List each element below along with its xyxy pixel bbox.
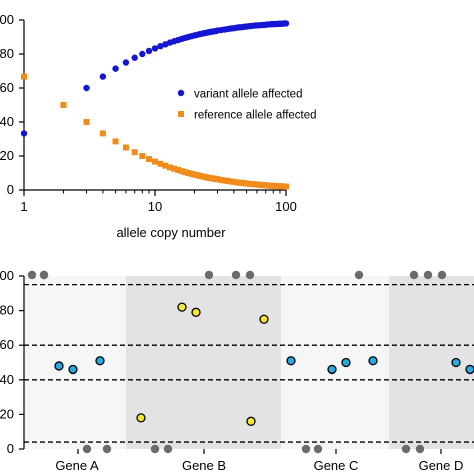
variant-point — [151, 45, 159, 52]
x-tick-label: 10 — [148, 199, 162, 214]
reference-point — [243, 180, 250, 187]
reference-point — [146, 156, 153, 163]
variant-point — [139, 50, 146, 58]
clipped-point-top — [27, 270, 37, 280]
reference-point — [83, 119, 90, 125]
y-tick-label: 60 — [0, 80, 14, 95]
reference-point — [283, 183, 289, 190]
yellow-point — [177, 302, 187, 312]
clipped-point-bottom — [163, 444, 173, 454]
clipped-point-bottom — [415, 444, 425, 454]
category-label: Gene B — [182, 458, 226, 473]
clipped-point-bottom — [102, 444, 112, 454]
variant-point — [145, 47, 153, 55]
blue-point — [465, 364, 474, 375]
reference-point — [171, 165, 178, 172]
blue-point — [451, 357, 461, 368]
category-label: Gene D — [419, 458, 464, 473]
yellow-point — [136, 413, 146, 423]
blue-point — [286, 356, 296, 366]
variant-point — [99, 73, 107, 80]
clipped-point-top — [39, 270, 49, 280]
gene-band — [24, 276, 126, 449]
reference-point — [131, 149, 138, 156]
y-tick-label: 0 — [7, 441, 14, 456]
reference-point — [218, 176, 225, 183]
x-tick-label: 1 — [20, 199, 27, 214]
clipped-point-bottom — [301, 444, 311, 454]
clipped-point-top — [245, 270, 255, 280]
variant-point — [131, 54, 138, 61]
reference-point — [175, 166, 182, 173]
reference-point — [139, 153, 146, 159]
y-tick-label: 80 — [0, 46, 14, 61]
reference-point — [157, 160, 164, 167]
clipped-point-top — [354, 270, 364, 280]
clipped-point-top — [409, 270, 419, 280]
reference-point — [185, 170, 192, 176]
yellow-point — [191, 307, 201, 317]
gene-band — [126, 276, 281, 449]
reference-point — [162, 162, 169, 169]
reference-point — [152, 158, 158, 165]
blue-point — [68, 364, 78, 375]
y-tick-label: 20 — [0, 148, 14, 163]
reference-point — [122, 144, 129, 151]
reference-point — [221, 177, 228, 184]
x-tick-label: 100 — [275, 199, 297, 214]
legend-marker-reference — [178, 111, 184, 117]
reference-point — [182, 169, 189, 176]
legend-label: variant allele affected — [194, 89, 302, 101]
yellow-point — [259, 314, 269, 324]
y-tick-label: 80 — [0, 303, 14, 318]
category-label: Gene A — [55, 458, 99, 473]
blue-point — [95, 356, 105, 366]
clipped-point-bottom — [401, 444, 411, 454]
variant-point — [112, 65, 119, 72]
y-tick-label: 0 — [7, 182, 14, 197]
y-tick-label: 100 — [0, 12, 14, 27]
clipped-point-bottom — [82, 444, 92, 454]
clipped-point-bottom — [313, 444, 323, 454]
clipped-point-bottom — [150, 444, 160, 454]
clipped-point-top — [423, 270, 433, 280]
variant-point — [122, 59, 130, 66]
reference-point — [246, 180, 253, 187]
blue-point — [341, 357, 351, 368]
reference-point — [214, 176, 221, 183]
clipped-point-top — [231, 270, 241, 280]
clipped-point-top — [204, 270, 214, 280]
reference-point — [60, 102, 67, 108]
clipped-point-top — [437, 270, 447, 280]
reference-point — [224, 177, 231, 184]
y-tick-label: 40 — [0, 114, 14, 129]
y-tick-label: 60 — [0, 337, 14, 352]
yellow-point — [246, 416, 256, 426]
y-tick-label: 100 — [0, 268, 14, 283]
variant-point — [282, 20, 290, 27]
reference-point — [178, 168, 185, 175]
reference-point — [21, 73, 27, 80]
variant-point — [20, 130, 28, 137]
variant-point — [83, 84, 90, 92]
top-chart: 0 20 40 60 80 100 1 10 100 allele copy number vari… — [0, 12, 317, 240]
blue-point — [54, 361, 64, 371]
bottom-chart: 0 20 40 60 80 100 Gene A Gene B Gene C Gene D — [0, 268, 474, 473]
blue-point — [327, 364, 337, 375]
blue-point — [368, 356, 378, 366]
y-tick-label: 40 — [0, 372, 14, 387]
reference-point — [112, 138, 119, 145]
y-tick-label: 20 — [0, 406, 14, 421]
reference-point — [99, 130, 106, 137]
legend: variant allele affected reference allele … — [177, 89, 317, 122]
gene-band — [389, 276, 474, 449]
category-label: Gene C — [314, 458, 359, 473]
legend-label: reference allele affected — [194, 110, 317, 122]
variant-point — [157, 42, 164, 50]
legend-marker-variant — [177, 89, 185, 97]
reference-point — [166, 164, 173, 171]
x-axis-label: allele copy number — [116, 225, 226, 240]
